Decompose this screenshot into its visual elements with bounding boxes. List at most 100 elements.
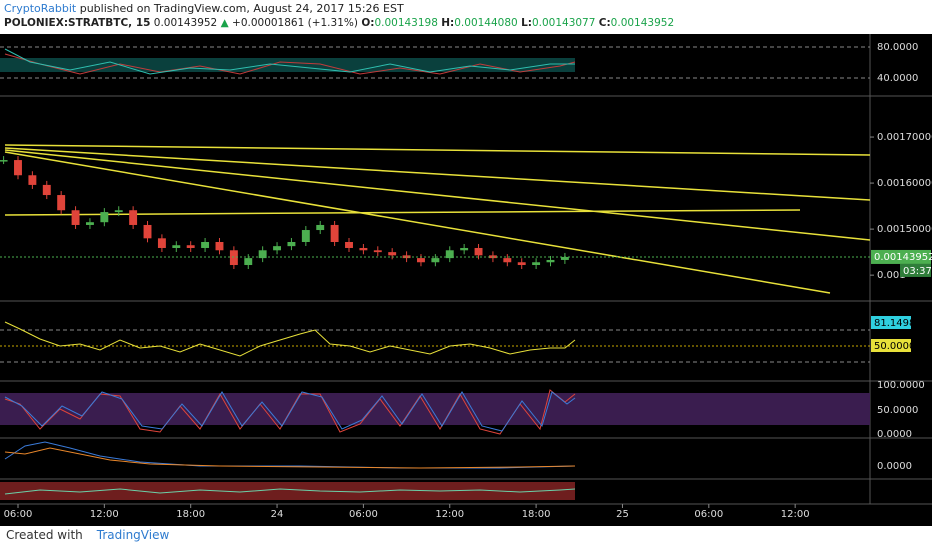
symbol-line: POLONIEX:STRATBTC, 15 0.00143952 ▲ +0.00… xyxy=(4,17,674,29)
candle xyxy=(258,250,267,259)
timer-box xyxy=(900,263,931,277)
bottom-band xyxy=(0,482,575,500)
candle xyxy=(301,230,310,242)
x-tick-label: 25 xyxy=(616,509,629,520)
candle xyxy=(0,160,8,162)
trend-line xyxy=(4,149,871,241)
h-label: H: xyxy=(441,17,455,29)
candle xyxy=(517,262,526,266)
x-tick-label: 12:00 xyxy=(781,509,810,520)
close: 0.00143952 xyxy=(610,17,675,29)
rsi-label: 81.1498 xyxy=(874,318,915,329)
candle xyxy=(201,242,210,248)
candle xyxy=(244,258,253,266)
osc-line xyxy=(4,53,576,75)
candle xyxy=(28,175,37,185)
stoch-label: 0.0000 xyxy=(877,429,912,440)
x-tick-label: 06:00 xyxy=(4,509,33,520)
rsi-panel: 81.1498 50.0000 xyxy=(0,316,915,363)
oscillator-panel: 80.0000 40.0000 xyxy=(0,42,918,84)
trend-lines xyxy=(4,144,871,294)
candle xyxy=(359,247,368,251)
header: CryptoRabbit published on TradingView.co… xyxy=(0,0,932,34)
footer: Created with TradingView xyxy=(6,528,169,542)
timer: 03:37 xyxy=(903,266,932,277)
x-tick-label: 12:00 xyxy=(435,509,464,520)
change: +0.00001861 (+1.31%) xyxy=(232,17,358,29)
published: published on TradingView.com, August 24,… xyxy=(79,2,404,15)
candle xyxy=(42,184,51,196)
candle xyxy=(100,212,109,223)
y-tick-label: 0.001 xyxy=(877,270,906,281)
stoch-label: 100.0000 xyxy=(877,380,925,391)
candle xyxy=(186,245,195,248)
x-tick-label: 18:00 xyxy=(176,509,205,520)
brand[interactable]: TradingView xyxy=(96,528,170,542)
rsi-box xyxy=(871,339,911,352)
candle xyxy=(57,195,66,211)
publish-line: CryptoRabbit published on TradingView.co… xyxy=(4,2,404,15)
l-label: L: xyxy=(521,17,532,29)
author[interactable]: CryptoRabbit xyxy=(4,2,77,15)
candle xyxy=(129,210,138,225)
candle xyxy=(14,160,22,176)
candle xyxy=(532,262,541,266)
candle xyxy=(330,224,339,242)
candle xyxy=(560,256,569,260)
symbol: POLONIEX:STRATBTC, 15 xyxy=(4,17,151,29)
rsi-box xyxy=(871,316,911,329)
stoch-line xyxy=(4,391,576,432)
y-tick-label: 0.00170000 xyxy=(877,132,932,143)
x-tick-label: 18:00 xyxy=(522,509,551,520)
low: 0.00143077 xyxy=(531,17,596,29)
rsi-line xyxy=(4,321,576,357)
bottom-panel xyxy=(0,482,576,500)
panel-borders xyxy=(0,34,932,505)
open: 0.00143198 xyxy=(374,17,438,29)
signal-line xyxy=(4,447,576,469)
x-tick-label: 24 xyxy=(271,509,284,520)
macd-panel: 0.0000 xyxy=(4,441,912,472)
trend-line xyxy=(4,151,831,294)
arrow: ▲ xyxy=(220,17,229,29)
bottom-line xyxy=(4,488,576,495)
candle xyxy=(373,250,382,253)
candle xyxy=(345,242,353,248)
rsi-label: 50.0000 xyxy=(874,341,915,352)
last: 0.00143952 xyxy=(153,17,218,29)
chart: 80.0000 40.0000 81.1498 50.0000 100.0000… xyxy=(0,34,932,526)
candle xyxy=(273,246,282,251)
stoch-panel: 100.0000 50.0000 0.0000 xyxy=(0,380,925,440)
x-tick-label: 12:00 xyxy=(90,509,119,520)
c-label: C: xyxy=(598,17,611,29)
candle xyxy=(388,252,397,256)
stoch-label: 50.0000 xyxy=(877,405,918,416)
candle xyxy=(229,250,238,266)
candle xyxy=(417,258,425,263)
candle xyxy=(546,259,555,263)
candle xyxy=(503,258,512,263)
high: 0.00144080 xyxy=(454,17,518,29)
candle xyxy=(287,242,296,247)
y-tick-label: 0.00160000 xyxy=(877,178,932,189)
candle xyxy=(445,250,454,259)
candle xyxy=(460,247,469,251)
y-tick-label: 0.00150000 xyxy=(877,224,932,235)
candle xyxy=(402,255,411,259)
candle xyxy=(85,222,94,225)
background xyxy=(0,34,932,526)
stoch-band xyxy=(0,393,870,425)
candle xyxy=(157,238,166,248)
osc-line xyxy=(4,48,575,75)
price-label: 0.00143952 xyxy=(874,252,932,263)
candle xyxy=(474,247,483,256)
osc-label: 80.0000 xyxy=(877,42,918,53)
x-tick-label: 06:00 xyxy=(694,509,723,520)
created: Created with xyxy=(6,528,83,542)
candle xyxy=(143,224,152,239)
price-box xyxy=(871,249,931,264)
osc-band xyxy=(0,58,575,72)
candle xyxy=(431,258,440,263)
candle xyxy=(316,224,325,231)
